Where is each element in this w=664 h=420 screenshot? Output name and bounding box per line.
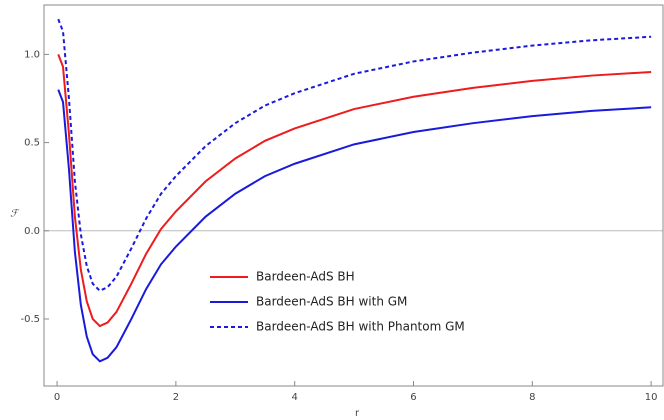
line: [57, 89, 652, 363]
x-tick-label: 10: [645, 392, 658, 403]
frame: [43, 4, 664, 387]
y-tick-label: 0.5: [24, 138, 40, 149]
x-tick-label: 2: [173, 392, 179, 403]
y-tick-label: 0.0: [24, 226, 40, 237]
x-tick-label: 8: [529, 392, 535, 403]
line: [57, 54, 652, 328]
line: [57, 18, 652, 292]
y-axis-label: ℱ: [10, 209, 20, 220]
x-axis-label: r: [355, 408, 360, 419]
x-tick-label: 0: [54, 392, 60, 403]
legend-label: Bardeen-AdS BH with GM: [256, 295, 407, 309]
legend-label: Bardeen-AdS BH: [256, 270, 355, 284]
x-tick-label: 4: [292, 392, 298, 403]
y-tick-label: 1.0: [24, 49, 40, 60]
legend-label: Bardeen-AdS BH with Phantom GM: [256, 320, 465, 334]
y-tick-label: -0.5: [20, 314, 40, 325]
x-tick-label: 6: [410, 392, 416, 403]
